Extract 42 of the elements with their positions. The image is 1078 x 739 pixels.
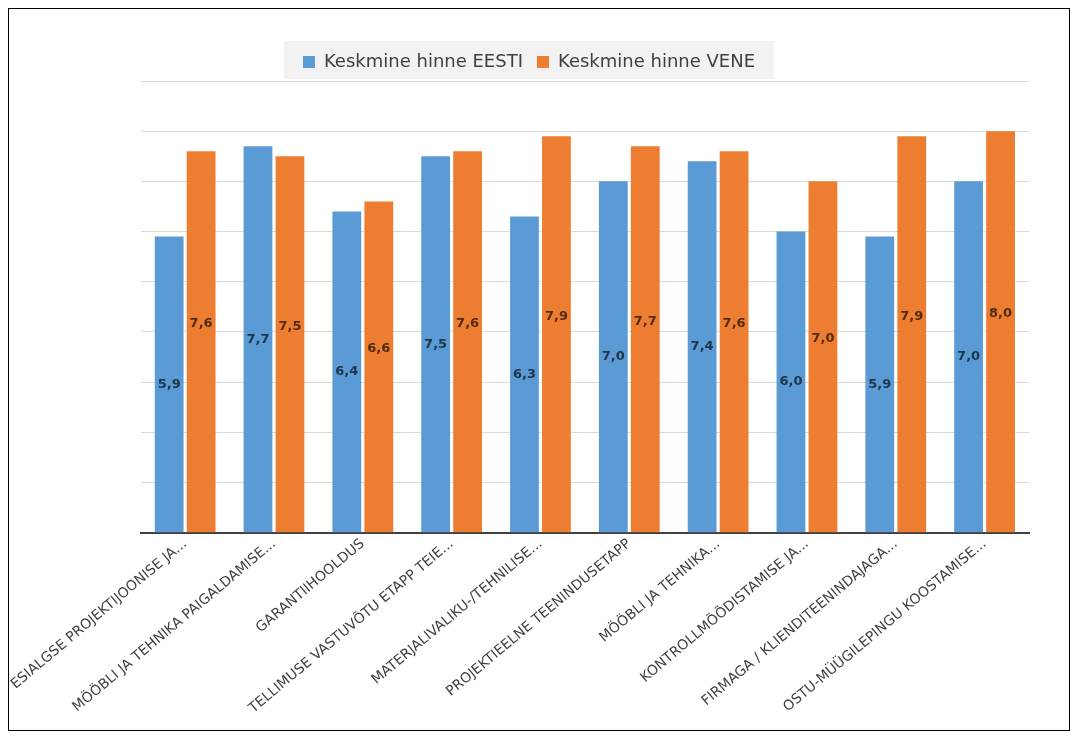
bar <box>332 211 362 533</box>
data-label: 8,0 <box>989 305 1013 321</box>
data-label: 7,0 <box>957 348 981 364</box>
data-label: 6,0 <box>779 373 803 389</box>
bar <box>897 136 927 533</box>
bar <box>598 181 628 533</box>
bar <box>954 181 983 533</box>
bar <box>687 161 717 533</box>
data-label: 5,9 <box>868 375 892 391</box>
data-label: 7,6 <box>189 315 213 331</box>
data-label: 6,4 <box>335 363 359 379</box>
data-label: 7,9 <box>544 307 568 323</box>
bar <box>364 201 394 533</box>
data-label: 7,6 <box>722 315 746 331</box>
data-label: 5,9 <box>157 375 181 391</box>
legend-label: Keskmine hinne EESTI <box>323 49 523 71</box>
bar <box>719 151 749 533</box>
bar <box>865 236 895 533</box>
bar <box>154 236 184 533</box>
bar <box>421 156 451 533</box>
data-label: 7,0 <box>811 330 835 346</box>
data-label: 6,6 <box>367 340 391 356</box>
bar <box>542 136 571 533</box>
data-label: 7,0 <box>601 348 625 364</box>
data-label: 7,5 <box>424 335 448 351</box>
bar <box>808 181 838 533</box>
data-label: 7,7 <box>246 330 270 346</box>
bar <box>453 151 483 533</box>
data-label: 7,9 <box>900 307 924 323</box>
bar <box>186 151 216 533</box>
data-label: 7,4 <box>690 338 714 354</box>
bar <box>630 146 660 533</box>
data-label: 6,3 <box>512 365 536 381</box>
bar <box>275 156 305 533</box>
bar <box>243 146 273 533</box>
data-label: 7,7 <box>633 312 657 328</box>
bar <box>510 216 539 533</box>
legend-label: Keskmine hinne VENE <box>557 49 756 71</box>
data-label: 7,6 <box>456 315 480 331</box>
bar <box>776 231 806 533</box>
bar <box>986 131 1015 533</box>
data-label: 7,5 <box>278 317 302 333</box>
